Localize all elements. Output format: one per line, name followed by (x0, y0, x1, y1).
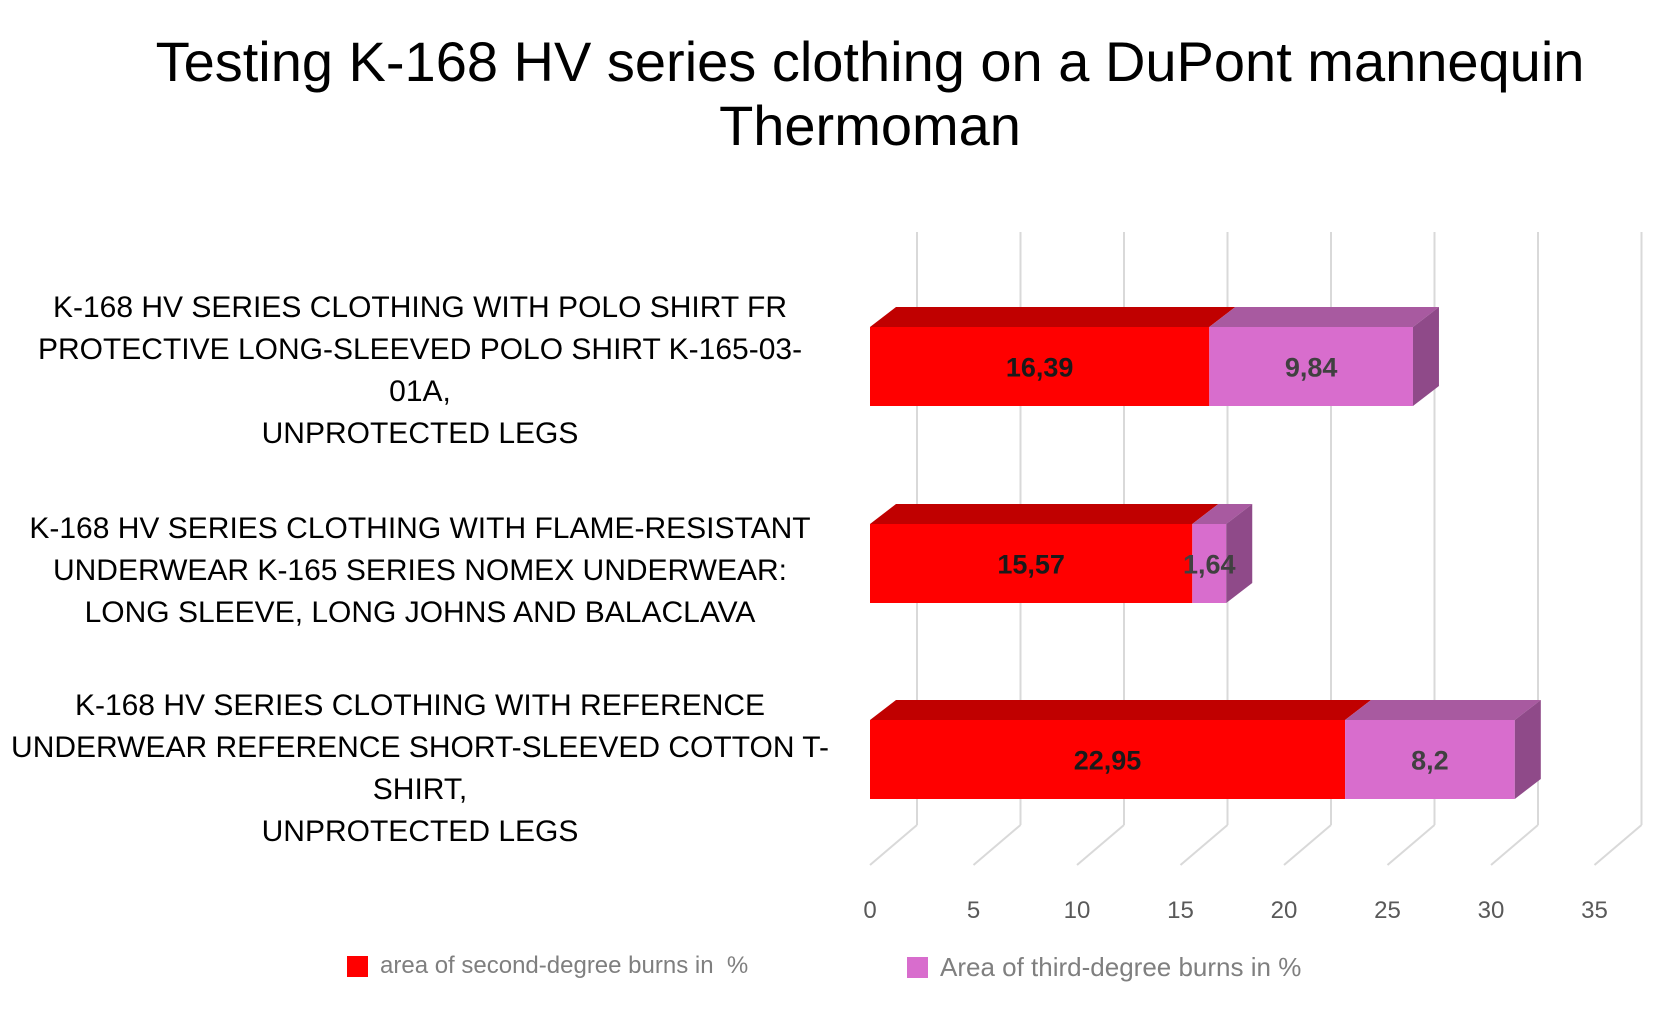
bar-series1-cat3 (870, 700, 1372, 799)
x-tick-label-0: 0 (863, 897, 876, 924)
floor-gridline-20 (1283, 824, 1332, 866)
bar-front-face (1192, 524, 1227, 603)
data-label-series2-cat1: 9,84 (1285, 353, 1338, 383)
floor-gridline-25 (1386, 824, 1436, 866)
legend-label-third-degree: Area of third-degree burns in % (940, 952, 1302, 982)
x-tick-label-10: 10 (1064, 897, 1091, 924)
bar-top-face (1192, 504, 1253, 524)
floor-gridline-5 (972, 824, 1022, 866)
category-label-2: K-168 HV SERIES CLOTHING WITH FLAME-RESI… (29, 512, 811, 629)
category-label-1: K-168 HV SERIES CLOTHING WITH POLO SHIRT… (37, 291, 803, 450)
bar-series2-cat2 (1192, 504, 1253, 603)
bar-series2-cat1 (1209, 307, 1439, 406)
floor-gridline-30 (1490, 824, 1539, 866)
bar-series1-cat1 (870, 307, 1236, 406)
bar-front-face (1345, 720, 1515, 799)
legend-item-second-degree: area of second-degree burns in % (347, 952, 748, 980)
x-tick-label-20: 20 (1271, 897, 1298, 924)
bar-top-face (870, 307, 1236, 327)
floor-gridline-0 (869, 824, 918, 866)
chart-title-line-2: Thermoman (719, 94, 1021, 157)
bar-front-face (1209, 327, 1413, 406)
bar-series1-cat2 (870, 504, 1219, 603)
data-label-series1-cat1: 16,39 (1006, 353, 1074, 383)
data-labels: 16,39 9,84 15,57 1,64 22,95 8,2 (997, 353, 1448, 776)
floor-gridline-15 (1179, 824, 1229, 866)
data-label-series2-cat2: 1,64 (1183, 550, 1236, 580)
legend-label-second-degree: area of second-degree burns in % (380, 952, 749, 979)
bar-top-face (870, 700, 1372, 720)
x-tick-label-15: 15 (1167, 897, 1194, 924)
bar-side-face (1514, 700, 1541, 799)
bar-side-face (1412, 307, 1439, 406)
bar-series2-cat3 (1345, 700, 1541, 799)
floor-gridline-10 (1076, 824, 1125, 866)
data-label-series1-cat2: 15,57 (997, 550, 1065, 580)
legend-swatch-second-degree (347, 955, 368, 977)
x-tick-label-35: 35 (1581, 897, 1608, 924)
bar-top-face (870, 504, 1219, 524)
x-tick-label-30: 30 (1478, 897, 1505, 924)
bar-front-face (870, 327, 1210, 406)
chart-title-line-1: Testing K-168 HV series clothing on a Du… (155, 30, 1585, 93)
legend-item-third-degree: Area of third-degree burns in % (907, 952, 1301, 983)
data-label-series1-cat3: 22,95 (1074, 746, 1142, 776)
bar-side-face (1226, 504, 1253, 603)
bar-front-face (870, 524, 1193, 603)
x-tick-label-5: 5 (967, 897, 980, 924)
x-axis-tick-labels: 0 5 10 15 20 25 30 35 (863, 897, 1608, 924)
floor-gridline-35 (1593, 824, 1643, 866)
chart-title: Testing K-168 HV series clothing on a Du… (120, 30, 1620, 158)
data-label-series2-cat3: 8,2 (1411, 746, 1449, 776)
x-tick-label-25: 25 (1374, 897, 1401, 924)
bar-front-face (870, 720, 1346, 799)
category-label-3: K-168 HV SERIES CLOTHING WITH REFERENCE … (11, 689, 829, 848)
bar-top-face (1209, 307, 1439, 327)
bars (870, 307, 1541, 799)
legend-swatch-third-degree (907, 957, 928, 978)
bar-top-face (1345, 700, 1541, 720)
